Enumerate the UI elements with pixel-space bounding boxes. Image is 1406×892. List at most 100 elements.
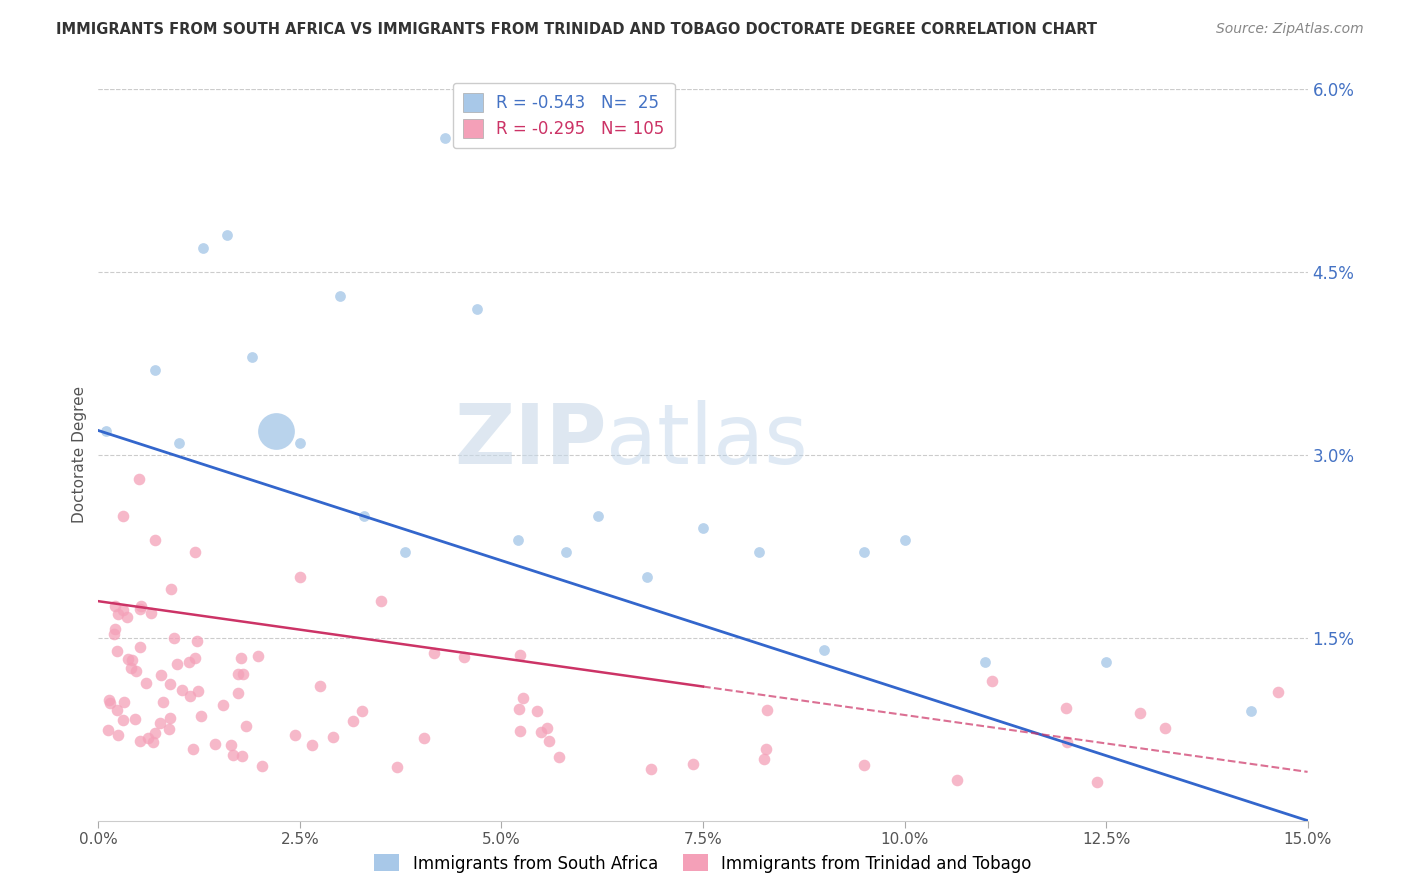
Point [946,772,969,787]
Point [129,640,152,655]
Point [537,734,560,748]
Point [586,508,609,523]
Point [422,647,444,661]
Point [1056,734,1078,748]
Point [163,631,186,645]
Point [509,648,531,662]
Point [434,131,457,145]
Point [121,653,143,667]
Point [893,533,915,548]
Point [981,674,1004,689]
Point [190,709,212,723]
Point [465,301,488,316]
Point [288,570,311,584]
Point [129,599,152,613]
Point [96,424,118,438]
Point [111,508,134,523]
Point [143,362,166,376]
Point [226,667,249,681]
Legend: R = -0.543   N=  25, R = -0.295   N= 105: R = -0.543 N= 25, R = -0.295 N= 105 [453,83,675,148]
Point [222,748,245,763]
Point [530,725,553,739]
Text: atlas: atlas [606,400,808,481]
Point [104,599,127,614]
Point [1129,706,1152,721]
Point [193,241,215,255]
Point [181,742,204,756]
Point [117,651,139,665]
Point [179,655,201,669]
Point [135,676,157,690]
Point [159,677,181,691]
Point [159,710,181,724]
Point [204,737,226,751]
Point [1240,704,1263,718]
Point [104,622,127,636]
Point [413,731,436,745]
Point [508,701,530,715]
Text: Source: ZipAtlas.com: Source: ZipAtlas.com [1216,22,1364,37]
Point [301,738,323,752]
Point [370,594,392,608]
Point [187,684,209,698]
Point [167,435,190,450]
Point [184,545,207,559]
Point [179,690,201,704]
Point [160,582,183,596]
Point [526,704,548,718]
Point [756,703,779,717]
Point [548,750,571,764]
Point [1267,685,1289,699]
Point [128,472,150,486]
Point [139,606,162,620]
Point [107,727,129,741]
Point [184,651,207,665]
Point [143,726,166,740]
Point [1154,721,1177,735]
Point [149,715,172,730]
Point [172,682,194,697]
Point [247,649,270,664]
Point [387,760,409,774]
Point [186,633,208,648]
Point [229,650,252,665]
Point [1095,655,1118,669]
Point [111,603,134,617]
Point [142,735,165,749]
Point [115,609,138,624]
Point [394,545,416,559]
Y-axis label: Doctorate Degree: Doctorate Degree [72,386,87,524]
Point [636,570,658,584]
Point [1326,712,1348,726]
Text: IMMIGRANTS FROM SOUTH AFRICA VS IMMIGRANTS FROM TRINIDAD AND TOBAGO DOCTORATE DE: IMMIGRANTS FROM SOUTH AFRICA VS IMMIGRAN… [56,22,1097,37]
Point [813,643,835,657]
Point [240,351,263,365]
Point [143,533,166,548]
Point [98,696,121,710]
Point [509,723,531,738]
Point [512,690,534,705]
Point [308,679,330,693]
Point [322,730,344,744]
Point [288,435,311,450]
Point [235,719,257,733]
Point [219,738,242,752]
Point [852,758,875,772]
Point [152,695,174,709]
Point [250,758,273,772]
Point [752,752,775,766]
Point [640,762,662,776]
Point [329,289,352,303]
Point [103,627,125,641]
Point [342,714,364,728]
Point [1085,775,1108,789]
Point [105,703,128,717]
Point [226,686,249,700]
Point [129,601,152,615]
Point [166,657,188,671]
Point [150,668,173,682]
Point [124,712,146,726]
Point [120,660,142,674]
Point [453,649,475,664]
Point [105,643,128,657]
